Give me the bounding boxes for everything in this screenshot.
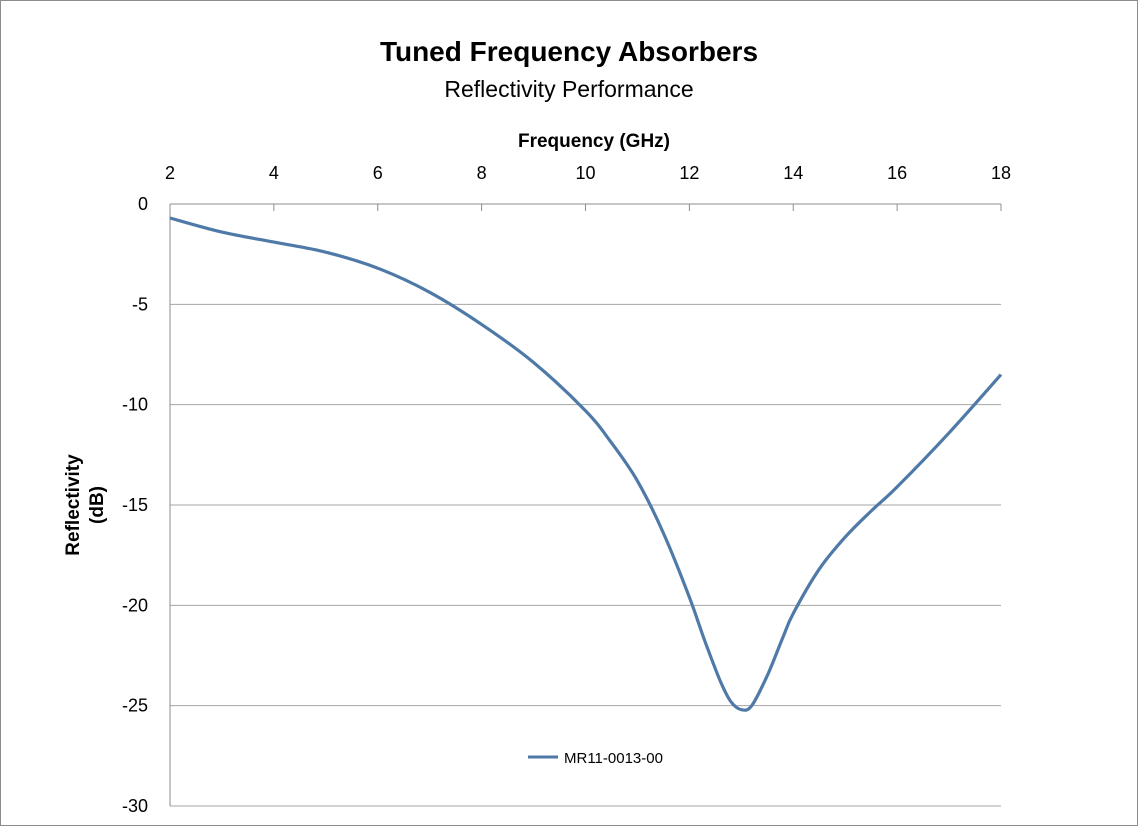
y-tick-label: -15 xyxy=(122,495,148,515)
x-axis-title: Frequency (GHz) xyxy=(518,131,670,152)
chart-title: Tuned Frequency Absorbers xyxy=(379,36,759,67)
x-tick-label: 12 xyxy=(679,163,699,183)
legend: MR11-0013-00 xyxy=(528,750,663,767)
y-tick-label: -30 xyxy=(122,796,148,816)
y-tick-label: -5 xyxy=(132,294,148,314)
y-tick-label: 0 xyxy=(138,194,148,214)
y-tick-label: -25 xyxy=(122,696,148,716)
y-axis-title-line2: (dB) xyxy=(87,486,108,524)
x-tick-label: 8 xyxy=(477,163,487,183)
y-axis-title-line1: Reflectivity xyxy=(63,454,84,556)
x-tick-label: 18 xyxy=(991,163,1011,183)
x-tick-label: 10 xyxy=(575,163,595,183)
x-tick-label: 14 xyxy=(783,163,803,183)
series-line-mr11-0013-00 xyxy=(169,216,1003,712)
y-tick-label: -20 xyxy=(122,595,148,615)
chart-subtitle: Reflectivity Performance xyxy=(444,76,694,102)
y-tick-label: -10 xyxy=(122,395,148,415)
x-tick-label: 2 xyxy=(165,163,175,183)
legend-label: MR11-0013-00 xyxy=(564,750,663,767)
x-tick-label: 16 xyxy=(887,163,907,183)
x-tick-label: 6 xyxy=(373,163,383,183)
x-tick-label: 4 xyxy=(269,163,279,183)
